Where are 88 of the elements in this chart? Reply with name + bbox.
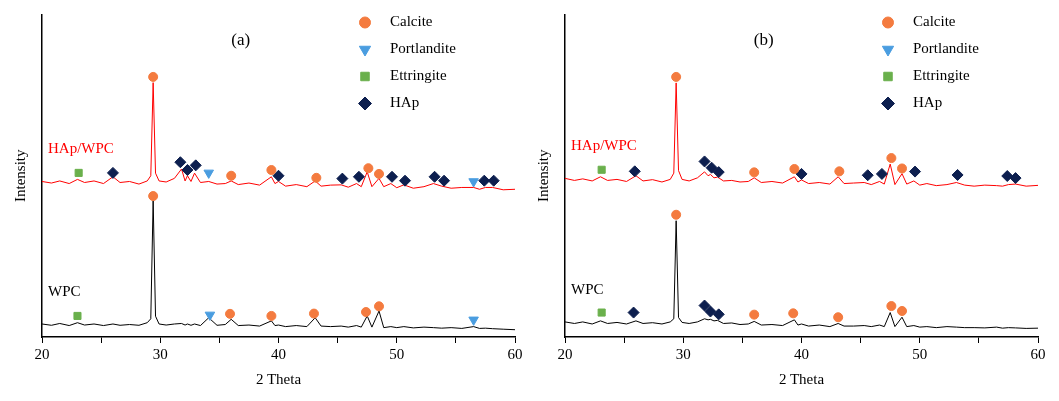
point [189,159,202,172]
series-label: WPC [571,280,604,297]
point [834,166,845,177]
point [266,165,277,176]
x-tick-label: 50 [389,345,405,362]
legend-label: Calcite [913,13,956,30]
point [336,172,349,185]
x-tick-label: 50 [912,345,928,362]
point [897,305,908,316]
legend-label: HAp [390,94,420,111]
series-label: WPC [48,282,81,299]
point [597,308,606,317]
point [698,155,711,168]
point [909,165,922,178]
point [951,168,964,181]
point [225,308,236,319]
x-tick-label: 60 [1030,345,1046,362]
point [788,308,799,319]
point [311,172,322,183]
point [478,174,491,187]
x-tick-label: 30 [675,345,691,362]
point [361,307,372,318]
point [704,305,717,318]
point [789,163,800,174]
x-axis-title: 2 Theta [778,370,825,387]
point [671,209,682,220]
point [468,316,479,326]
legend-label: Calcite [390,13,433,30]
point [705,161,718,174]
point [875,167,888,180]
point [1001,170,1014,183]
point [438,174,451,187]
point [74,168,83,177]
point [204,311,216,321]
point [468,178,479,188]
x-tick-label: 20 [557,345,573,362]
point [386,170,399,183]
series-label: HAp/WPC [48,140,114,157]
point [203,169,214,179]
series-label: HAp/WPC [571,137,637,154]
point [148,71,159,82]
point [833,312,844,323]
point [712,308,725,321]
point [597,165,606,174]
point [428,170,441,183]
point [795,167,808,180]
chart-title: (a) [231,29,251,49]
legend-label: Portlandite [390,40,457,57]
legend-label: Ettringite [913,67,970,84]
point [698,299,711,312]
point [374,168,385,179]
point [1009,172,1022,185]
point [886,153,897,164]
point [352,170,365,183]
legend-label: Ettringite [390,67,447,84]
point [628,165,641,178]
point [181,164,194,177]
point [106,166,119,179]
point [897,163,908,174]
point [308,308,319,319]
point [861,169,874,182]
point [487,174,500,187]
x-tick-label: 40 [794,345,809,362]
y-axis-title: Intensity [11,149,28,202]
point [73,311,82,320]
point [886,301,897,312]
point [272,169,285,182]
x-axis-title: 2 Theta [255,370,302,387]
point [226,170,237,181]
chart-title: (b) [753,29,774,49]
x-tick-label: 40 [271,345,286,362]
legend-label: HAp [913,94,943,111]
point [174,156,187,169]
point [749,167,760,178]
point [266,310,277,321]
point [399,174,412,187]
point [148,191,159,202]
x-tick-label: 30 [152,345,168,362]
point [627,306,640,319]
point [749,309,760,320]
x-tick-label: 60 [507,345,523,362]
legend-label: Portlandite [913,40,980,57]
x-tick-label: 20 [34,345,50,362]
point [712,166,725,179]
point [671,71,682,82]
point [374,301,385,312]
point [363,163,374,174]
y-axis-title: Intensity [534,149,551,202]
